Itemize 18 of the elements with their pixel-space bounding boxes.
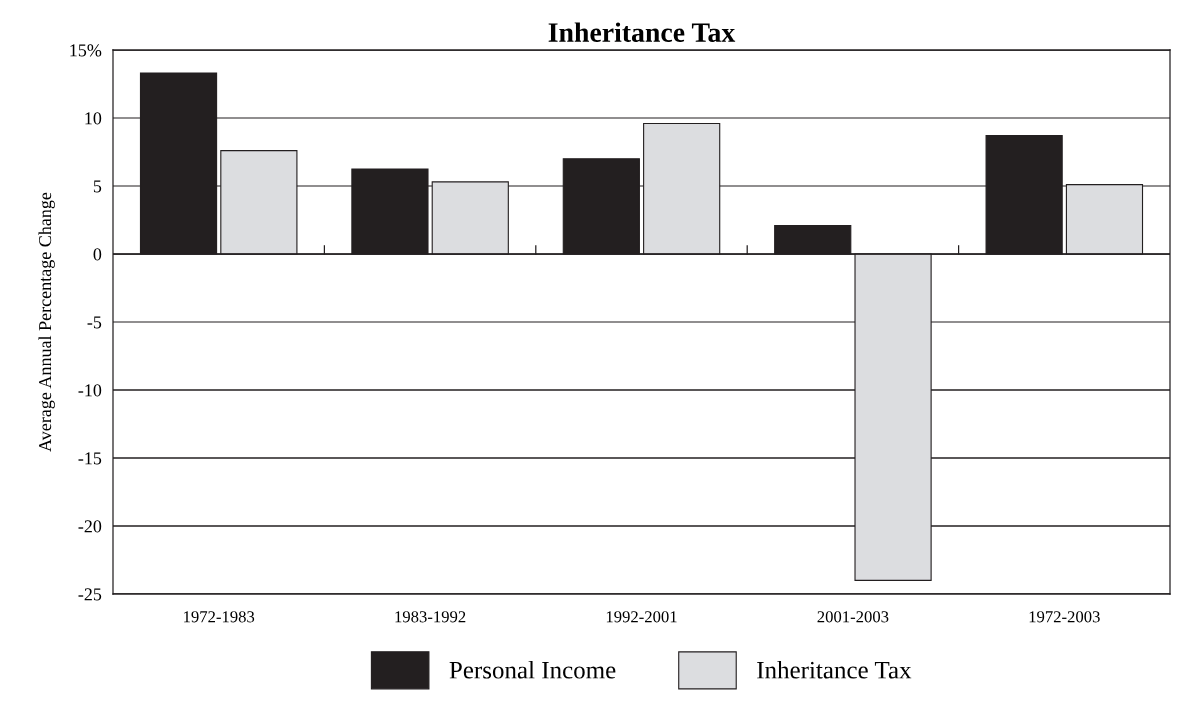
legend-label: Personal Income [449, 661, 616, 679]
chart-title: Inheritance Tax [548, 22, 736, 42]
x-tick-label: 1983-1992 [395, 611, 466, 623]
y-axis-title: Average Annual Percentage Change [38, 192, 55, 452]
y-tick-label: 10 [85, 112, 102, 125]
y-tick-label: 5 [93, 180, 102, 193]
y-tick-label: -15 [78, 452, 102, 465]
x-tick-label: 1972-2003 [1029, 611, 1100, 623]
x-tick-label: 1992-2001 [606, 611, 677, 623]
y-tick-label: -5 [87, 316, 102, 329]
y-tick-label: 15% [70, 44, 102, 57]
x-tick-label: 2001-2003 [817, 611, 889, 623]
y-tick-label: -20 [78, 520, 102, 533]
y-tick-label: -25 [78, 588, 102, 601]
legend-label: Inheritance Tax [757, 661, 912, 679]
y-tick-label: -10 [78, 384, 102, 397]
y-tick-label: 0 [93, 248, 102, 261]
x-tick-label: 1972-1983 [184, 611, 255, 623]
